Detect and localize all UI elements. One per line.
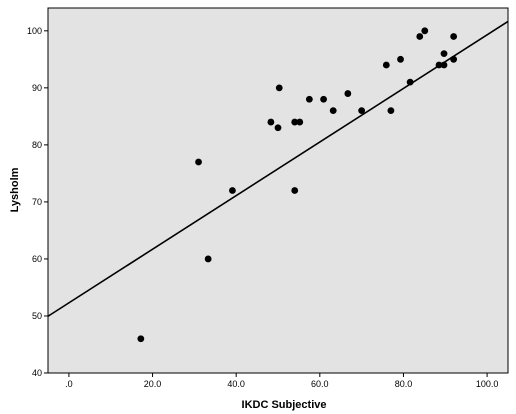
x-tick-label: 20.0 — [144, 379, 162, 389]
data-point — [406, 78, 414, 86]
y-tick-label: 50 — [32, 311, 42, 321]
y-tick-label: 80 — [32, 140, 42, 150]
x-tick-label: 80.0 — [395, 379, 413, 389]
data-point — [450, 33, 458, 40]
data-point — [344, 90, 352, 97]
y-tick-label: 70 — [32, 197, 42, 207]
data-point — [296, 118, 304, 126]
data-point — [137, 335, 145, 343]
data-point — [267, 118, 275, 126]
x-tick-label: 60.0 — [311, 379, 329, 389]
data-point — [397, 55, 404, 63]
data-points — [137, 27, 458, 343]
data-point — [387, 107, 395, 115]
data-point — [274, 124, 282, 132]
plot-area — [47, 7, 509, 374]
data-point — [320, 95, 327, 103]
x-tick-label: .0 — [65, 379, 73, 389]
fit-line-layer — [47, 20, 509, 317]
data-point — [305, 95, 313, 103]
data-point — [358, 107, 366, 115]
y-tick-label: 60 — [32, 254, 42, 264]
data-point — [229, 187, 236, 194]
data-point — [440, 61, 448, 69]
data-point — [329, 107, 337, 115]
data-point — [416, 33, 424, 40]
data-point — [275, 84, 283, 92]
y-tick-label: 40 — [32, 368, 42, 378]
data-point — [291, 118, 299, 126]
data-point — [440, 50, 448, 58]
data-point — [204, 255, 212, 263]
y-axis-title: Lysholm — [9, 167, 21, 212]
data-point — [450, 55, 458, 63]
data-point — [421, 27, 429, 35]
y-tick-label: 90 — [32, 83, 42, 93]
x-axis-ticks: .0 20.0 40.0 60.0 80.0 100.0 — [65, 373, 498, 389]
fit-line — [47, 20, 509, 317]
data-point — [195, 158, 202, 166]
data-point — [382, 61, 390, 69]
x-tick-label: 40.0 — [227, 379, 245, 389]
y-tick-label: 100 — [27, 26, 42, 36]
data-point — [435, 61, 443, 69]
x-tick-label: 100.0 — [476, 379, 499, 389]
y-axis-ticks: 40 50 60 70 80 90 100 — [27, 26, 48, 378]
x-axis-title: IKDC Subjective — [242, 399, 327, 411]
data-point — [291, 187, 299, 194]
